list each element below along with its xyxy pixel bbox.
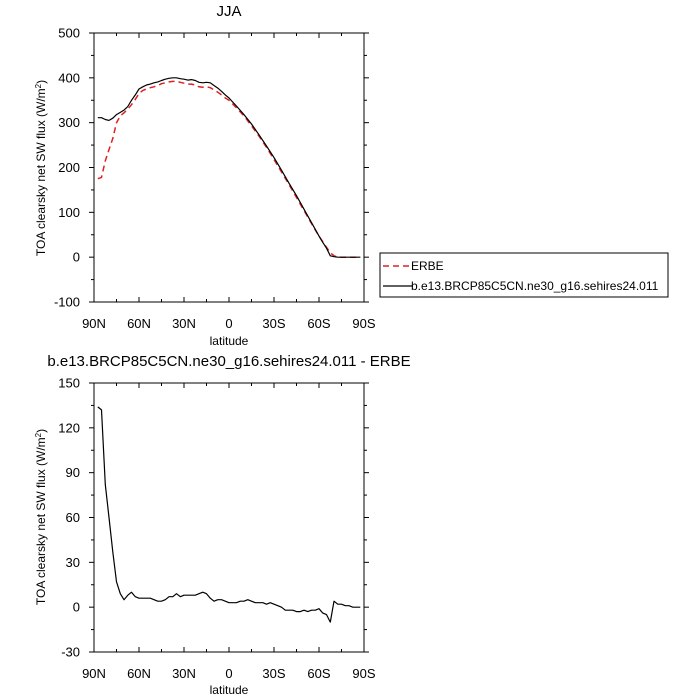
- top-chart-legend: ERBE b.e13.BRCP85C5CN.ne30_g16.sehires24…: [379, 252, 669, 298]
- bottom-x-tick-label: 0: [225, 666, 232, 681]
- legend-frame: [379, 252, 669, 298]
- bottom-chart-title: b.e13.BRCP85C5CN.ne30_g16.sehires24.011 …: [47, 353, 410, 370]
- legend-label-model: b.e13.BRCP85C5CN.ne30_g16.sehires24.011: [411, 279, 659, 293]
- top-x-tick-label: 60N: [127, 316, 151, 331]
- bottom-y-tick-label: 150: [58, 376, 80, 391]
- bottom-series-line-model: [97, 406, 361, 623]
- bottom-x-tick-label: 90N: [82, 666, 106, 681]
- legend-label-erbe: ERBE: [411, 259, 444, 273]
- top-x-tick-label: 90N: [82, 316, 106, 331]
- top-chart-title: JJA: [216, 3, 241, 20]
- bottom-y-tick-label: 120: [58, 420, 80, 435]
- bottom-chart-y-axis-label: TOA clearsky net SW flux (W/m2): [34, 429, 49, 605]
- bottom-x-tick-label: 60S: [307, 666, 330, 681]
- top-chart-series: [97, 77, 361, 258]
- top-chart-y-axis-label: TOA clearsky net SW flux (W/m2): [34, 80, 49, 256]
- bottom-chart-series: [97, 406, 361, 623]
- top-x-tick-label: 30N: [172, 316, 196, 331]
- bottom-x-tick-label: 60N: [127, 666, 151, 681]
- top-x-tick-label: 30S: [262, 316, 285, 331]
- top-x-tick-label: 90S: [352, 316, 375, 331]
- bottom-y-tick-label: 30: [66, 555, 80, 570]
- top-y-tick-label: 200: [58, 160, 80, 175]
- top-y-tick-label: 100: [58, 205, 80, 220]
- bottom-chart-axes: 90N 60N 30N 0 30S 60S 90S -30 0 30 60 90 120 150: [58, 376, 376, 682]
- bottom-chart-panel: b.e13.BRCP85C5CN.ne30_g16.sehires24.011 …: [34, 353, 411, 697]
- bottom-x-tick-label: 30N: [172, 666, 196, 681]
- bottom-chart-x-axis-label: latitude: [210, 683, 249, 697]
- top-chart-x-axis-label: latitude: [210, 334, 249, 348]
- top-chart-axes: 90N 60N 30N 0 30S 60S 90S -100 0 100 200 300 400 500: [54, 26, 376, 332]
- top-x-tick-label: 0: [225, 316, 232, 331]
- bottom-y-tick-label: 0: [73, 600, 80, 615]
- top-y-tick-label: 500: [58, 26, 80, 41]
- top-series-line-erbe: [97, 80, 361, 258]
- top-x-tick-label: 60S: [307, 316, 330, 331]
- top-y-tick-label: 400: [58, 70, 80, 85]
- top-y-tick-label: 300: [58, 115, 80, 130]
- top-chart-panel: JJA 90N 60N 30N 0 30S 60S 90S -100 0 100 200 300 400…: [34, 3, 376, 348]
- top-y-tick-label: 0: [73, 250, 80, 265]
- bottom-y-tick-label: 60: [66, 510, 80, 525]
- bottom-plot-frame: [93, 382, 365, 653]
- top-series-line-model: [97, 77, 361, 258]
- bottom-x-tick-label: 90S: [352, 666, 375, 681]
- bottom-x-tick-label: 30S: [262, 666, 285, 681]
- top-plot-frame: [93, 32, 365, 303]
- top-y-tick-label: -100: [54, 295, 80, 310]
- bottom-y-tick-label: -30: [61, 645, 80, 660]
- bottom-y-tick-label: 90: [66, 465, 80, 480]
